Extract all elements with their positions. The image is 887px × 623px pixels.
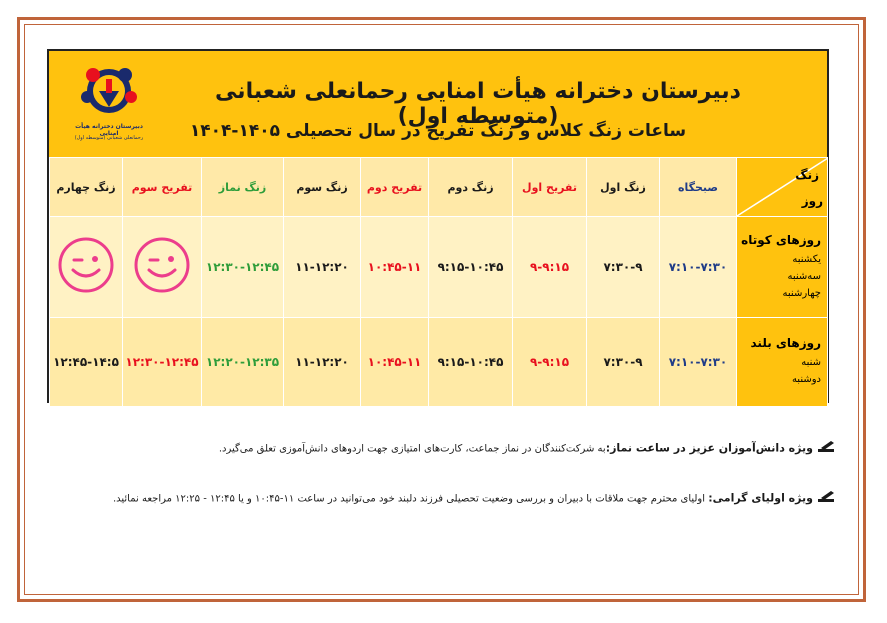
day-cell: روزهای کوتاه یکشنبه سه‌شنبه چهارشنبه <box>736 216 828 318</box>
sub-day: شنبه <box>801 357 821 368</box>
time-cell: ۱۲:۲۰-۱۲:۳۵ <box>201 317 284 407</box>
time-cell: ۱۲:۳۰-۱۲:۴۵ <box>201 216 284 318</box>
time-cell: ۱۱-۱۲:۲۰ <box>283 317 361 407</box>
sub-day: یکشنبه <box>792 253 821 265</box>
corner-cell: زنگ روز <box>736 157 828 217</box>
time-cell: ۱۰:۴۵-۱۱ <box>360 216 429 318</box>
note-title: ویژه اولیای گرامی: <box>708 491 813 505</box>
col-header: زنگ اول <box>586 157 660 217</box>
sub-day: دوشنبه <box>791 374 821 385</box>
time-cell: ۹-۹:۱۵ <box>512 216 587 318</box>
note-students: ویژه دانش‌آموزان عزیز در ساعت نماز:به شر… <box>219 440 837 457</box>
note-parents: ویژه اولیای گرامی: اولیای محترم جهت ملاق… <box>113 490 837 507</box>
note-text: اولیای محترم جهت ملاقات با دبیران و بررس… <box>112 493 709 505</box>
schedule-table: زنگ روز صبحگاه زنگ اول تفریح اول زنگ دوم… <box>49 157 828 407</box>
time-cell: ۹:۱۵-۱۰:۴۵ <box>428 317 513 407</box>
time-cell: ۷:۱۰-۷:۳۰ <box>659 317 737 407</box>
col-header: صبحگاه <box>659 157 737 217</box>
schedule-panel: دبیرستان دخترانه هیأت امنایی رحمانعلی شع… <box>47 49 829 407</box>
time-cell: ۹-۹:۱۵ <box>512 317 587 407</box>
time-cell: ۱۲:۴۵-۱۴:۵ <box>49 317 123 407</box>
note-title: ویژه دانش‌آموزان عزیز در ساعت نماز: <box>605 441 813 455</box>
logo-text: دبیرستان دخترانه هیأت امنایی <box>75 123 143 137</box>
day-name: روزهای بلند <box>750 336 821 350</box>
table-header-row: زنگ روز صبحگاه زنگ اول تفریح اول زنگ دوم… <box>49 157 828 217</box>
col-header: زنگ نماز <box>201 157 284 217</box>
col-header: تفریح دوم <box>360 157 429 217</box>
smiley-icon <box>122 216 202 318</box>
day-name: روزهای کوتاه <box>741 232 821 247</box>
logo-subtext: رحمانعلی شعبانی (متوسطه اول) <box>74 135 144 141</box>
time-cell: ۷:۳۰-۹ <box>586 216 660 318</box>
time-cell: ۷:۳۰-۹ <box>586 317 660 407</box>
corner-bell-label: زنگ <box>795 168 819 182</box>
time-cell: ۱۲:۳۰-۱۲:۴۵ <box>122 317 202 407</box>
col-header: زنگ چهارم <box>49 157 123 217</box>
time-cell: ۱۱-۱۲:۲۰ <box>283 216 361 318</box>
corner-day-label: روز <box>801 194 823 208</box>
page-subtitle: ساعات زنگ کلاس و زنگ تفریح در سال تحصیلی… <box>189 121 687 141</box>
time-cell: ۱۰:۴۵-۱۱ <box>360 317 429 407</box>
col-header: زنگ دوم <box>428 157 513 217</box>
time-cell: ۹:۱۵-۱۰:۴۵ <box>428 216 513 318</box>
time-cell: ۷:۱۰-۷:۳۰ <box>659 216 737 318</box>
page-frame <box>17 17 866 602</box>
table-row: روزهای بلند شنبه دوشنبه ۷:۱۰-۷:۳۰ ۷:۳۰-۹… <box>49 317 828 407</box>
school-logo-icon: دبیرستان دخترانه هیأت امنایی رحمانعلی شع… <box>73 63 145 151</box>
col-header: تفریح اول <box>512 157 587 217</box>
sub-day: سه‌شنبه <box>787 270 821 282</box>
schedule-header: دبیرستان دخترانه هیأت امنایی رحمانعلی شع… <box>49 51 827 157</box>
page-title: دبیرستان دخترانه هیأت امنایی رحمانعلی شع… <box>215 79 741 129</box>
pen-icon <box>817 490 837 507</box>
pen-icon <box>817 440 837 457</box>
sub-day: چهارشنبه <box>782 287 821 299</box>
smiley-icon <box>49 216 123 318</box>
note-text: به شرکت‌کنندگان در نماز جماعت، کارت‌های … <box>218 443 606 455</box>
col-header: تفریح سوم <box>122 157 202 217</box>
col-header: زنگ سوم <box>283 157 361 217</box>
table-row: روزهای کوتاه یکشنبه سه‌شنبه چهارشنبه ۷:۱… <box>49 216 828 318</box>
day-cell: روزهای بلند شنبه دوشنبه <box>736 317 828 407</box>
